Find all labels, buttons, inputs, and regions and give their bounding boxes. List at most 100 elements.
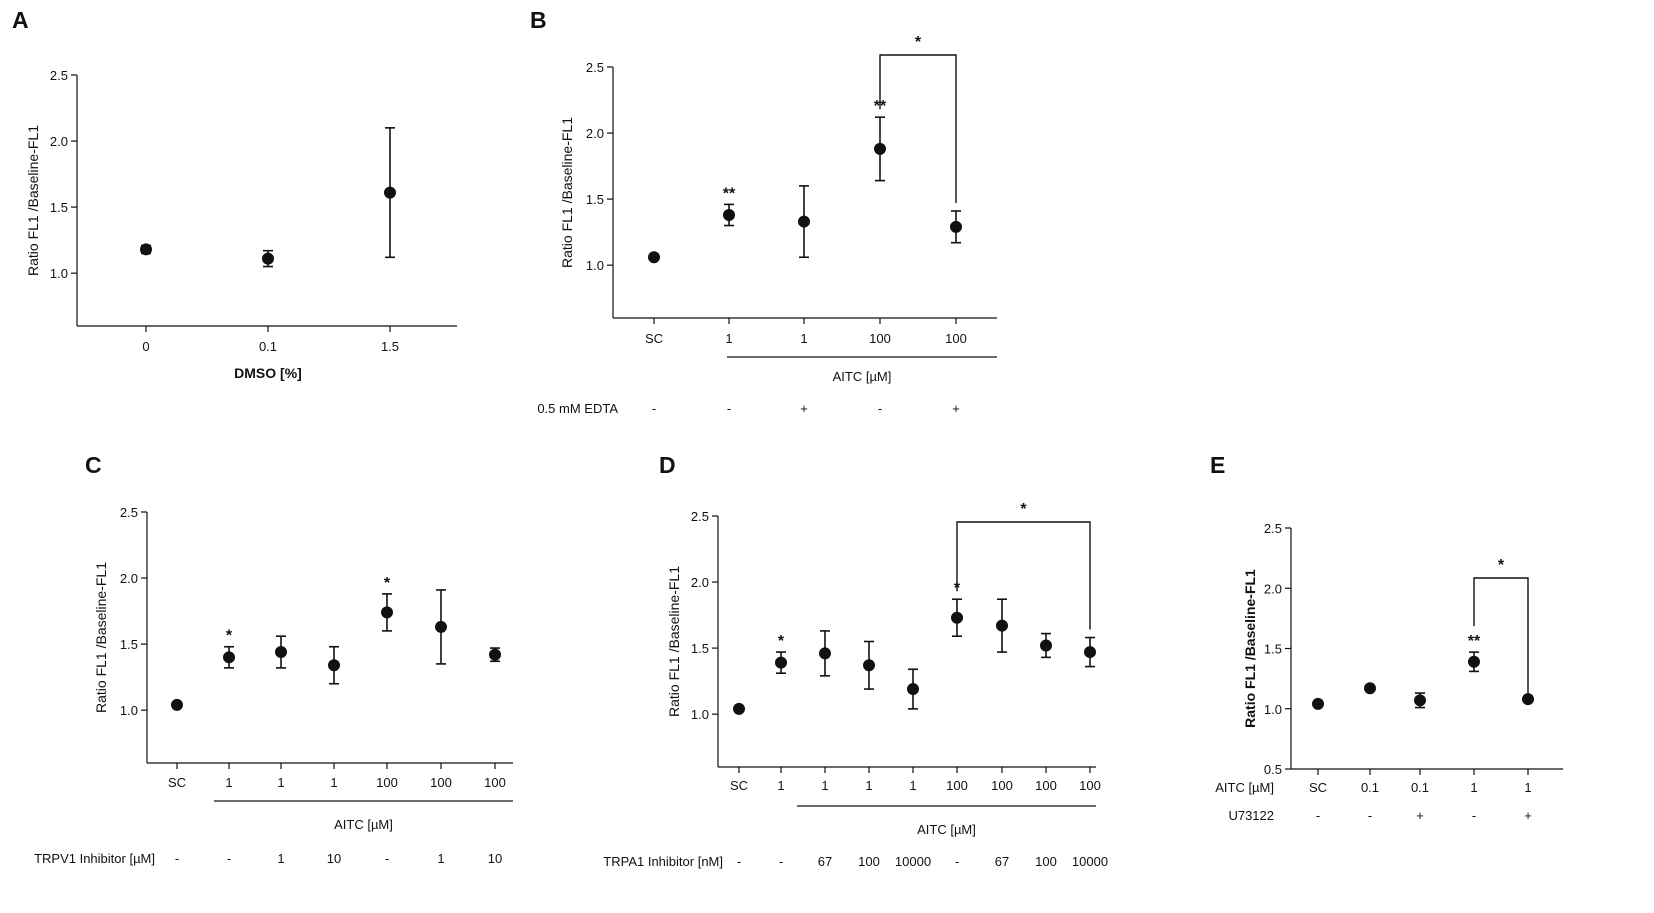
significance-mark: ** [723, 185, 736, 202]
condition-value: - [1472, 808, 1476, 823]
significance-mark: * [778, 633, 785, 650]
data-point [223, 651, 235, 664]
bracket-label: * [915, 34, 922, 51]
condition-value: 1 [437, 851, 444, 866]
category-label: 1 [1524, 780, 1531, 795]
significance-mark: ** [1468, 633, 1481, 650]
y-tick-label: 2.5 [1264, 521, 1282, 536]
y-tick-label: 2.5 [120, 505, 138, 520]
category-label: SC [730, 778, 748, 793]
condition-value: + [800, 401, 808, 416]
y-axis-label: Ratio FL1 /Baseline-FL1 [1242, 569, 1258, 728]
panel-c: C 1.0 1.5 2.0 2.5 Ratio FL1 /Baseline-FL1 SC 1 1… [34, 452, 513, 866]
data-point [874, 142, 886, 155]
category-label: 1 [277, 775, 284, 790]
data-point [1364, 682, 1376, 695]
panel-e: E 0.5 1.0 1.5 2.0 2.5 Ratio FL1 /Baseline-FL1 S… [1210, 452, 1563, 823]
category-label: SC [168, 775, 186, 790]
condition-value: - [727, 401, 731, 416]
category-label: 1 [330, 775, 337, 790]
data-point [733, 702, 745, 715]
data-point [950, 220, 962, 233]
y-tick-label: 2.0 [120, 571, 138, 586]
condition-label: TRPV1 Inhibitor [µM] [34, 851, 155, 866]
panel-label: C [85, 452, 102, 478]
data-point [863, 659, 875, 672]
data-point [907, 683, 919, 696]
y-tick-label: 1.5 [120, 637, 138, 652]
condition-value: - [175, 851, 179, 866]
panel-a: A 1.0 1.5 2.0 2.5 Ratio FL1 /Baseline-FL1 0 0.1… [12, 7, 457, 381]
data-point [381, 606, 393, 619]
panel-label: D [659, 452, 676, 478]
data-point [648, 251, 660, 264]
category-label: 1 [225, 775, 232, 790]
condition-value: 100 [858, 854, 880, 869]
category-label: 0.1 [1411, 780, 1429, 795]
condition-label: TRPA1 Inhibitor [nM] [603, 854, 723, 869]
condition-value: - [955, 854, 959, 869]
condition-value: + [952, 401, 960, 416]
panel-b: B 1.0 1.5 2.0 2.5 Ratio FL1 /Baseline-FL1 SC 1 1… [530, 7, 997, 416]
condition-value: 1 [277, 851, 284, 866]
significance-bracket [1473, 577, 1529, 698]
data-point [775, 656, 787, 669]
y-tick-label: 2.0 [50, 134, 68, 149]
condition-value: + [1416, 808, 1424, 823]
condition-value: - [652, 401, 656, 416]
x-axis-label: DMSO [%] [234, 365, 302, 381]
category-row-label: AITC [µM] [1215, 780, 1274, 795]
category-label: 1 [909, 778, 916, 793]
category-label: 100 [869, 331, 891, 346]
data-point [996, 619, 1008, 632]
group-label: AITC [µM] [833, 369, 892, 384]
data-point [1312, 697, 1324, 710]
condition-value: 10000 [1072, 854, 1108, 869]
category-label: 100 [484, 775, 506, 790]
category-label: 100 [945, 331, 967, 346]
category-label: 1 [777, 778, 784, 793]
category-label: 1 [725, 331, 732, 346]
category-label: 1 [821, 778, 828, 793]
condition-value: - [737, 854, 741, 869]
data-point [328, 659, 340, 672]
condition-value: 100 [1035, 854, 1057, 869]
y-tick-label: 2.5 [50, 68, 68, 83]
y-tick-label: 1.0 [1264, 702, 1282, 717]
data-point [1468, 655, 1480, 668]
data-point [435, 620, 447, 633]
y-axis-label: Ratio FL1 /Baseline-FL1 [666, 566, 682, 717]
data-point [275, 646, 287, 659]
y-tick-label: 0.5 [1264, 762, 1282, 777]
y-tick-label: 1.0 [691, 707, 709, 722]
y-tick-label: 2.5 [586, 60, 604, 75]
significance-mark: * [226, 628, 233, 645]
condition-value: 67 [818, 854, 832, 869]
condition-label: 0.5 mM EDTA [537, 401, 618, 416]
data-point [723, 208, 735, 221]
y-tick-label: 2.5 [691, 509, 709, 524]
y-axis-label: Ratio FL1 /Baseline-FL1 [25, 125, 41, 276]
condition-value: - [779, 854, 783, 869]
y-tick-label: 1.5 [50, 200, 68, 215]
data-point [819, 647, 831, 660]
y-tick-label: 1.0 [120, 703, 138, 718]
category-label: 100 [946, 778, 968, 793]
y-tick-label: 1.5 [691, 641, 709, 656]
data-point [384, 186, 396, 199]
y-tick-label: 1.5 [586, 192, 604, 207]
data-point [140, 243, 152, 256]
condition-value: - [227, 851, 231, 866]
group-label: AITC [µM] [334, 817, 393, 832]
y-tick-label: 1.5 [1264, 642, 1282, 657]
data-point [1414, 694, 1426, 707]
y-axis-label: Ratio FL1 /Baseline-FL1 [559, 117, 575, 268]
bracket-label: * [1020, 501, 1027, 518]
category-label: 100 [991, 778, 1013, 793]
category-label: 1 [865, 778, 872, 793]
y-tick-label: 2.0 [691, 575, 709, 590]
category-label: 1 [800, 331, 807, 346]
category-label: 0 [142, 339, 149, 354]
data-point [489, 648, 501, 661]
significance-mark: * [384, 575, 391, 592]
